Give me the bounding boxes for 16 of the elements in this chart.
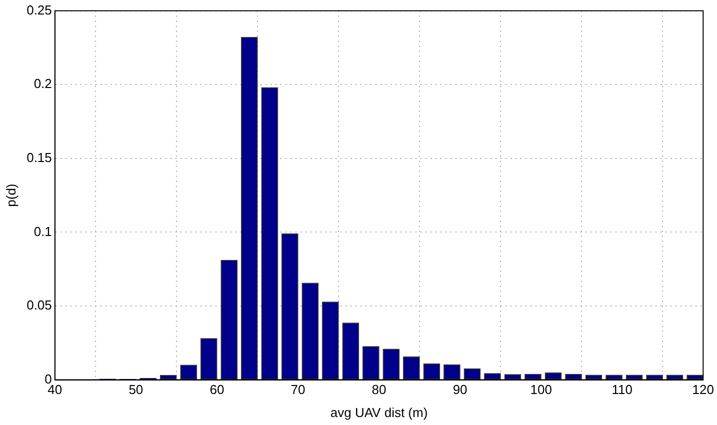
x-tick-label: 100 bbox=[530, 382, 552, 398]
y-tick-label: 0.05 bbox=[26, 298, 52, 313]
x-tick-label: 90 bbox=[452, 382, 468, 398]
y-tick-label: 0.25 bbox=[26, 2, 52, 18]
y-tick-label: 0.1 bbox=[34, 224, 52, 239]
y-axis-title: p(d) bbox=[3, 184, 18, 207]
x-tick-label: 110 bbox=[612, 382, 632, 398]
x-tick-label: 120 bbox=[692, 382, 714, 398]
x-tick-label: 60 bbox=[210, 382, 224, 398]
y-tick-label: 0 bbox=[44, 371, 52, 386]
x-tick-label: 50 bbox=[128, 382, 144, 398]
x-tick-label: 80 bbox=[372, 382, 386, 398]
x-tick-label: 70 bbox=[290, 382, 306, 398]
y-tick-label: 0.15 bbox=[26, 150, 52, 165]
x-axis-title: avg UAV dist (m) bbox=[330, 404, 428, 420]
y-tick-label: 0.2 bbox=[34, 76, 52, 92]
